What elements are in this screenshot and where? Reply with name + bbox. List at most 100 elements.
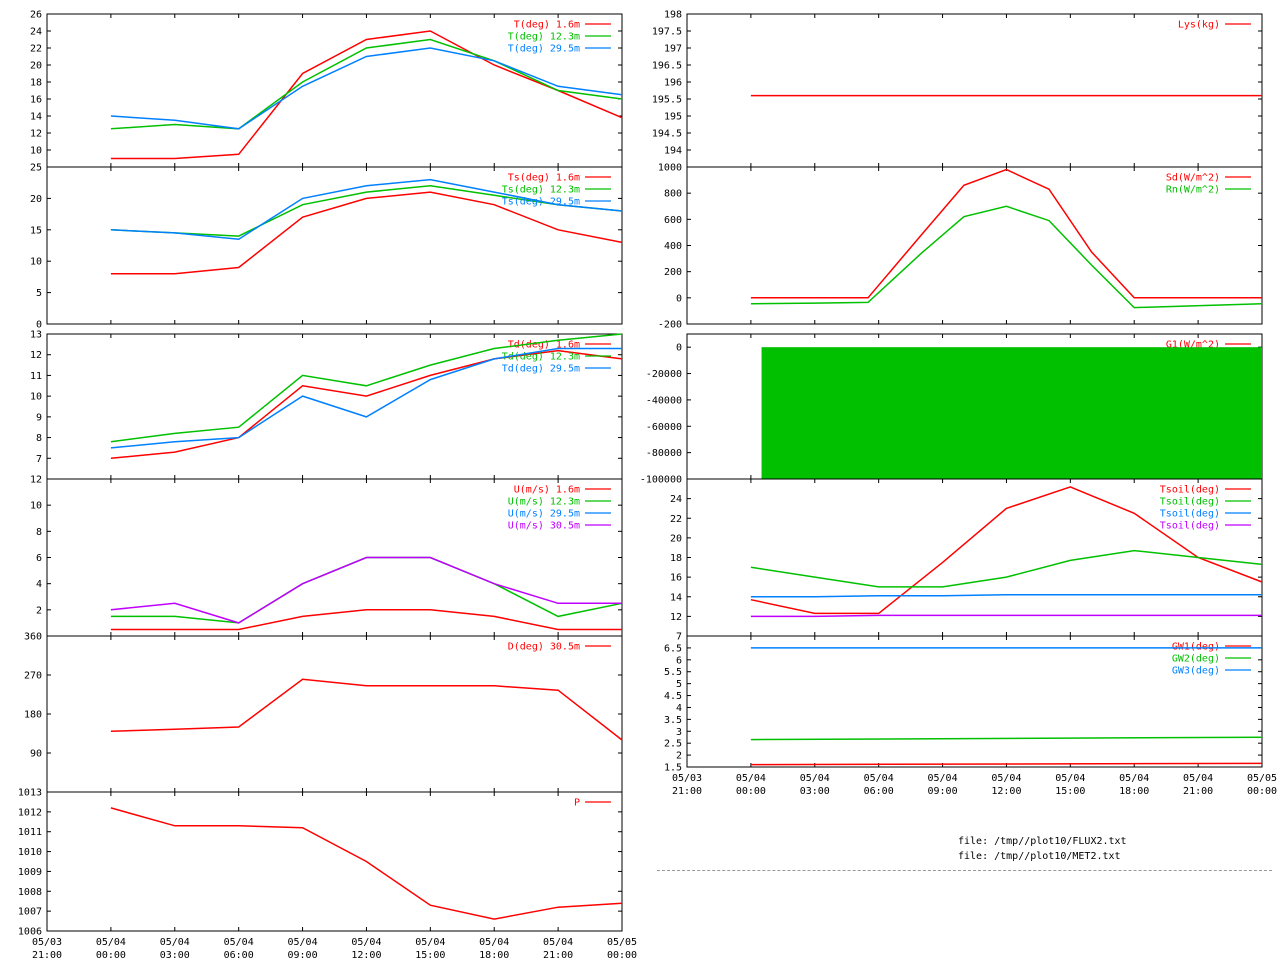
y-tick-label: 400 bbox=[664, 241, 682, 252]
wind-direction-frame bbox=[46, 635, 623, 793]
y-tick-label: 5 bbox=[676, 679, 682, 690]
x-tick-label-right: 05/04 bbox=[928, 773, 958, 784]
y-tick-label: 10 bbox=[30, 257, 42, 268]
y-tick-label: 1006 bbox=[18, 927, 42, 938]
dew-point-legend-label: Td(deg) 29.5m bbox=[502, 364, 580, 375]
radiation-panel: -200 0 200 400 600 800 1000 Sd(W/m^2)Rn(W/m^2) bbox=[658, 163, 1263, 331]
y-tick-label: 7 bbox=[36, 454, 42, 465]
x-tick-label-right: 00:00 bbox=[736, 786, 766, 797]
air-temperature-series-0-line bbox=[110, 30, 623, 160]
air-temperature-panel: 10 12 14 16 18 20 22 24 26 T(deg) 1.6mT(deg) 12.3… bbox=[30, 10, 623, 168]
y-tick-label: 10 bbox=[30, 146, 42, 157]
pressure-frame bbox=[46, 791, 623, 932]
ground-heat-flux-legend-label: G2(W/m^2) bbox=[1166, 352, 1220, 363]
y-tick-label: 1010 bbox=[18, 847, 42, 858]
x-tick-label-right: 05/03 bbox=[672, 773, 702, 784]
y-tick-label: 15 bbox=[30, 225, 42, 236]
wind-speed-legend-label: U(m/s) 12.3m bbox=[508, 497, 580, 508]
x-tick-label-right: 03:00 bbox=[800, 786, 830, 797]
y-tick-label: 12 bbox=[30, 475, 42, 486]
lysimeter-legend-label: Lys(kg) bbox=[1178, 20, 1220, 31]
groundwater-series-0-line bbox=[750, 762, 1263, 766]
pressure-panel: 1006 1007 1008 1009 1010 1011 1012 1013 P bbox=[18, 788, 623, 938]
y-tick-label: 13 bbox=[30, 330, 42, 341]
x-tick-label-right: 06:00 bbox=[864, 786, 894, 797]
y-tick-label: 7 bbox=[676, 632, 682, 643]
file-info: file: /tmp//plot10/FLUX2.txt file: /tmp/… bbox=[958, 834, 1127, 864]
y-tick-label: 4 bbox=[676, 703, 682, 714]
y-tick-label: -200 bbox=[658, 320, 682, 331]
x-tick-label-left: 05/04 bbox=[351, 937, 381, 948]
y-tick-label: 18 bbox=[30, 78, 42, 89]
lysimeter-frame bbox=[686, 13, 1263, 168]
surface-temperature-legend-label: Ts(deg) 1.6m bbox=[508, 173, 580, 184]
y-tick-label: -80000 bbox=[646, 448, 682, 459]
y-tick-label: 26 bbox=[30, 10, 42, 21]
wind-speed-series-0-line bbox=[110, 609, 622, 631]
y-tick-label: 195.5 bbox=[652, 95, 682, 106]
y-tick-label: 18 bbox=[670, 553, 682, 564]
groundwater-frame bbox=[686, 635, 1263, 768]
x-tick-label-left: 21:00 bbox=[32, 950, 62, 960]
y-tick-label: 0 bbox=[676, 293, 682, 304]
y-tick-label: 194 bbox=[664, 146, 682, 157]
y-tick-label: 600 bbox=[664, 215, 682, 226]
y-tick-label: 1000 bbox=[658, 163, 682, 174]
x-tick-label-left: 15:00 bbox=[415, 950, 445, 960]
y-tick-label: 90 bbox=[30, 749, 42, 760]
soil-temperature-legend-label: Tsoil(deg) bbox=[1160, 497, 1220, 508]
y-tick-label: 1011 bbox=[18, 827, 42, 838]
y-tick-label: 4.5 bbox=[664, 691, 682, 702]
y-tick-label: 12 bbox=[30, 129, 42, 140]
y-tick-label: 20 bbox=[30, 61, 42, 72]
y-tick-label: 10 bbox=[30, 501, 42, 512]
x-tick-label-left: 05/04 bbox=[543, 937, 573, 948]
surface-temperature-series-2-line bbox=[110, 178, 623, 240]
x-tick-label-left: 00:00 bbox=[96, 950, 126, 960]
y-tick-label: 194.5 bbox=[652, 129, 682, 140]
y-tick-label: 12 bbox=[670, 612, 682, 623]
y-tick-label: 3.5 bbox=[664, 715, 682, 726]
y-tick-label: 22 bbox=[30, 44, 42, 55]
y-tick-label: 12 bbox=[30, 350, 42, 361]
y-tick-label: 5.5 bbox=[664, 667, 682, 678]
y-tick-label: 2 bbox=[36, 605, 42, 616]
y-tick-label: 14 bbox=[30, 112, 42, 123]
soil-temperature-panel: 12141618202224Tsoil(deg)Tsoil(deg)Tsoil(… bbox=[670, 478, 1263, 637]
air-temperature-series-2-line bbox=[110, 47, 623, 130]
wind-direction-series-0-line bbox=[110, 678, 623, 741]
y-tick-label: 22 bbox=[670, 514, 682, 525]
y-tick-label: 2 bbox=[676, 751, 682, 762]
surface-temperature-series-1-line bbox=[110, 185, 623, 237]
y-tick-label: 800 bbox=[664, 189, 682, 200]
x-tick-label-right: 05/04 bbox=[800, 773, 830, 784]
y-tick-label: 1007 bbox=[18, 907, 42, 918]
y-tick-label: -20000 bbox=[646, 369, 682, 380]
groundwater-series-1-line bbox=[750, 736, 1263, 741]
y-tick-label: 1009 bbox=[18, 867, 42, 878]
radiation-legend-label: Sd(W/m^2) bbox=[1166, 173, 1220, 184]
x-tick-label-right: 18:00 bbox=[1119, 786, 1149, 797]
pressure-legend-label: P bbox=[574, 798, 580, 809]
y-tick-label: 6.5 bbox=[664, 643, 682, 654]
x-tick-label-left: 18:00 bbox=[479, 950, 509, 960]
x-tick-label-left: 05/04 bbox=[479, 937, 509, 948]
y-tick-label: 24 bbox=[30, 27, 42, 38]
y-tick-label: 198 bbox=[664, 10, 682, 21]
air-temperature-legend-label: T(deg) 12.3m bbox=[508, 32, 580, 43]
y-tick-label: 197 bbox=[664, 44, 682, 55]
x-tick-label-right: 00:00 bbox=[1247, 786, 1277, 797]
soil-temperature-series-3-line bbox=[750, 614, 1262, 618]
ground-heat-flux-panel: -100000 -80000 -60000 -40000 -20000 0 G1(W/m^2… bbox=[640, 333, 1263, 486]
wind-direction-legend-label: D(deg) 30.5m bbox=[508, 642, 580, 653]
soil-temperature-series-0-line bbox=[750, 486, 1263, 615]
wind-speed-legend-label: U(m/s) 1.6m bbox=[514, 485, 580, 496]
x-tick-label-right: 05/04 bbox=[1055, 773, 1085, 784]
x-tick-label-right: 15:00 bbox=[1055, 786, 1085, 797]
soil-temperature-series-1-line bbox=[750, 549, 1263, 588]
y-tick-label: 8 bbox=[36, 433, 42, 444]
y-tick-label: 195 bbox=[664, 112, 682, 123]
y-tick-label: 16 bbox=[30, 95, 42, 106]
